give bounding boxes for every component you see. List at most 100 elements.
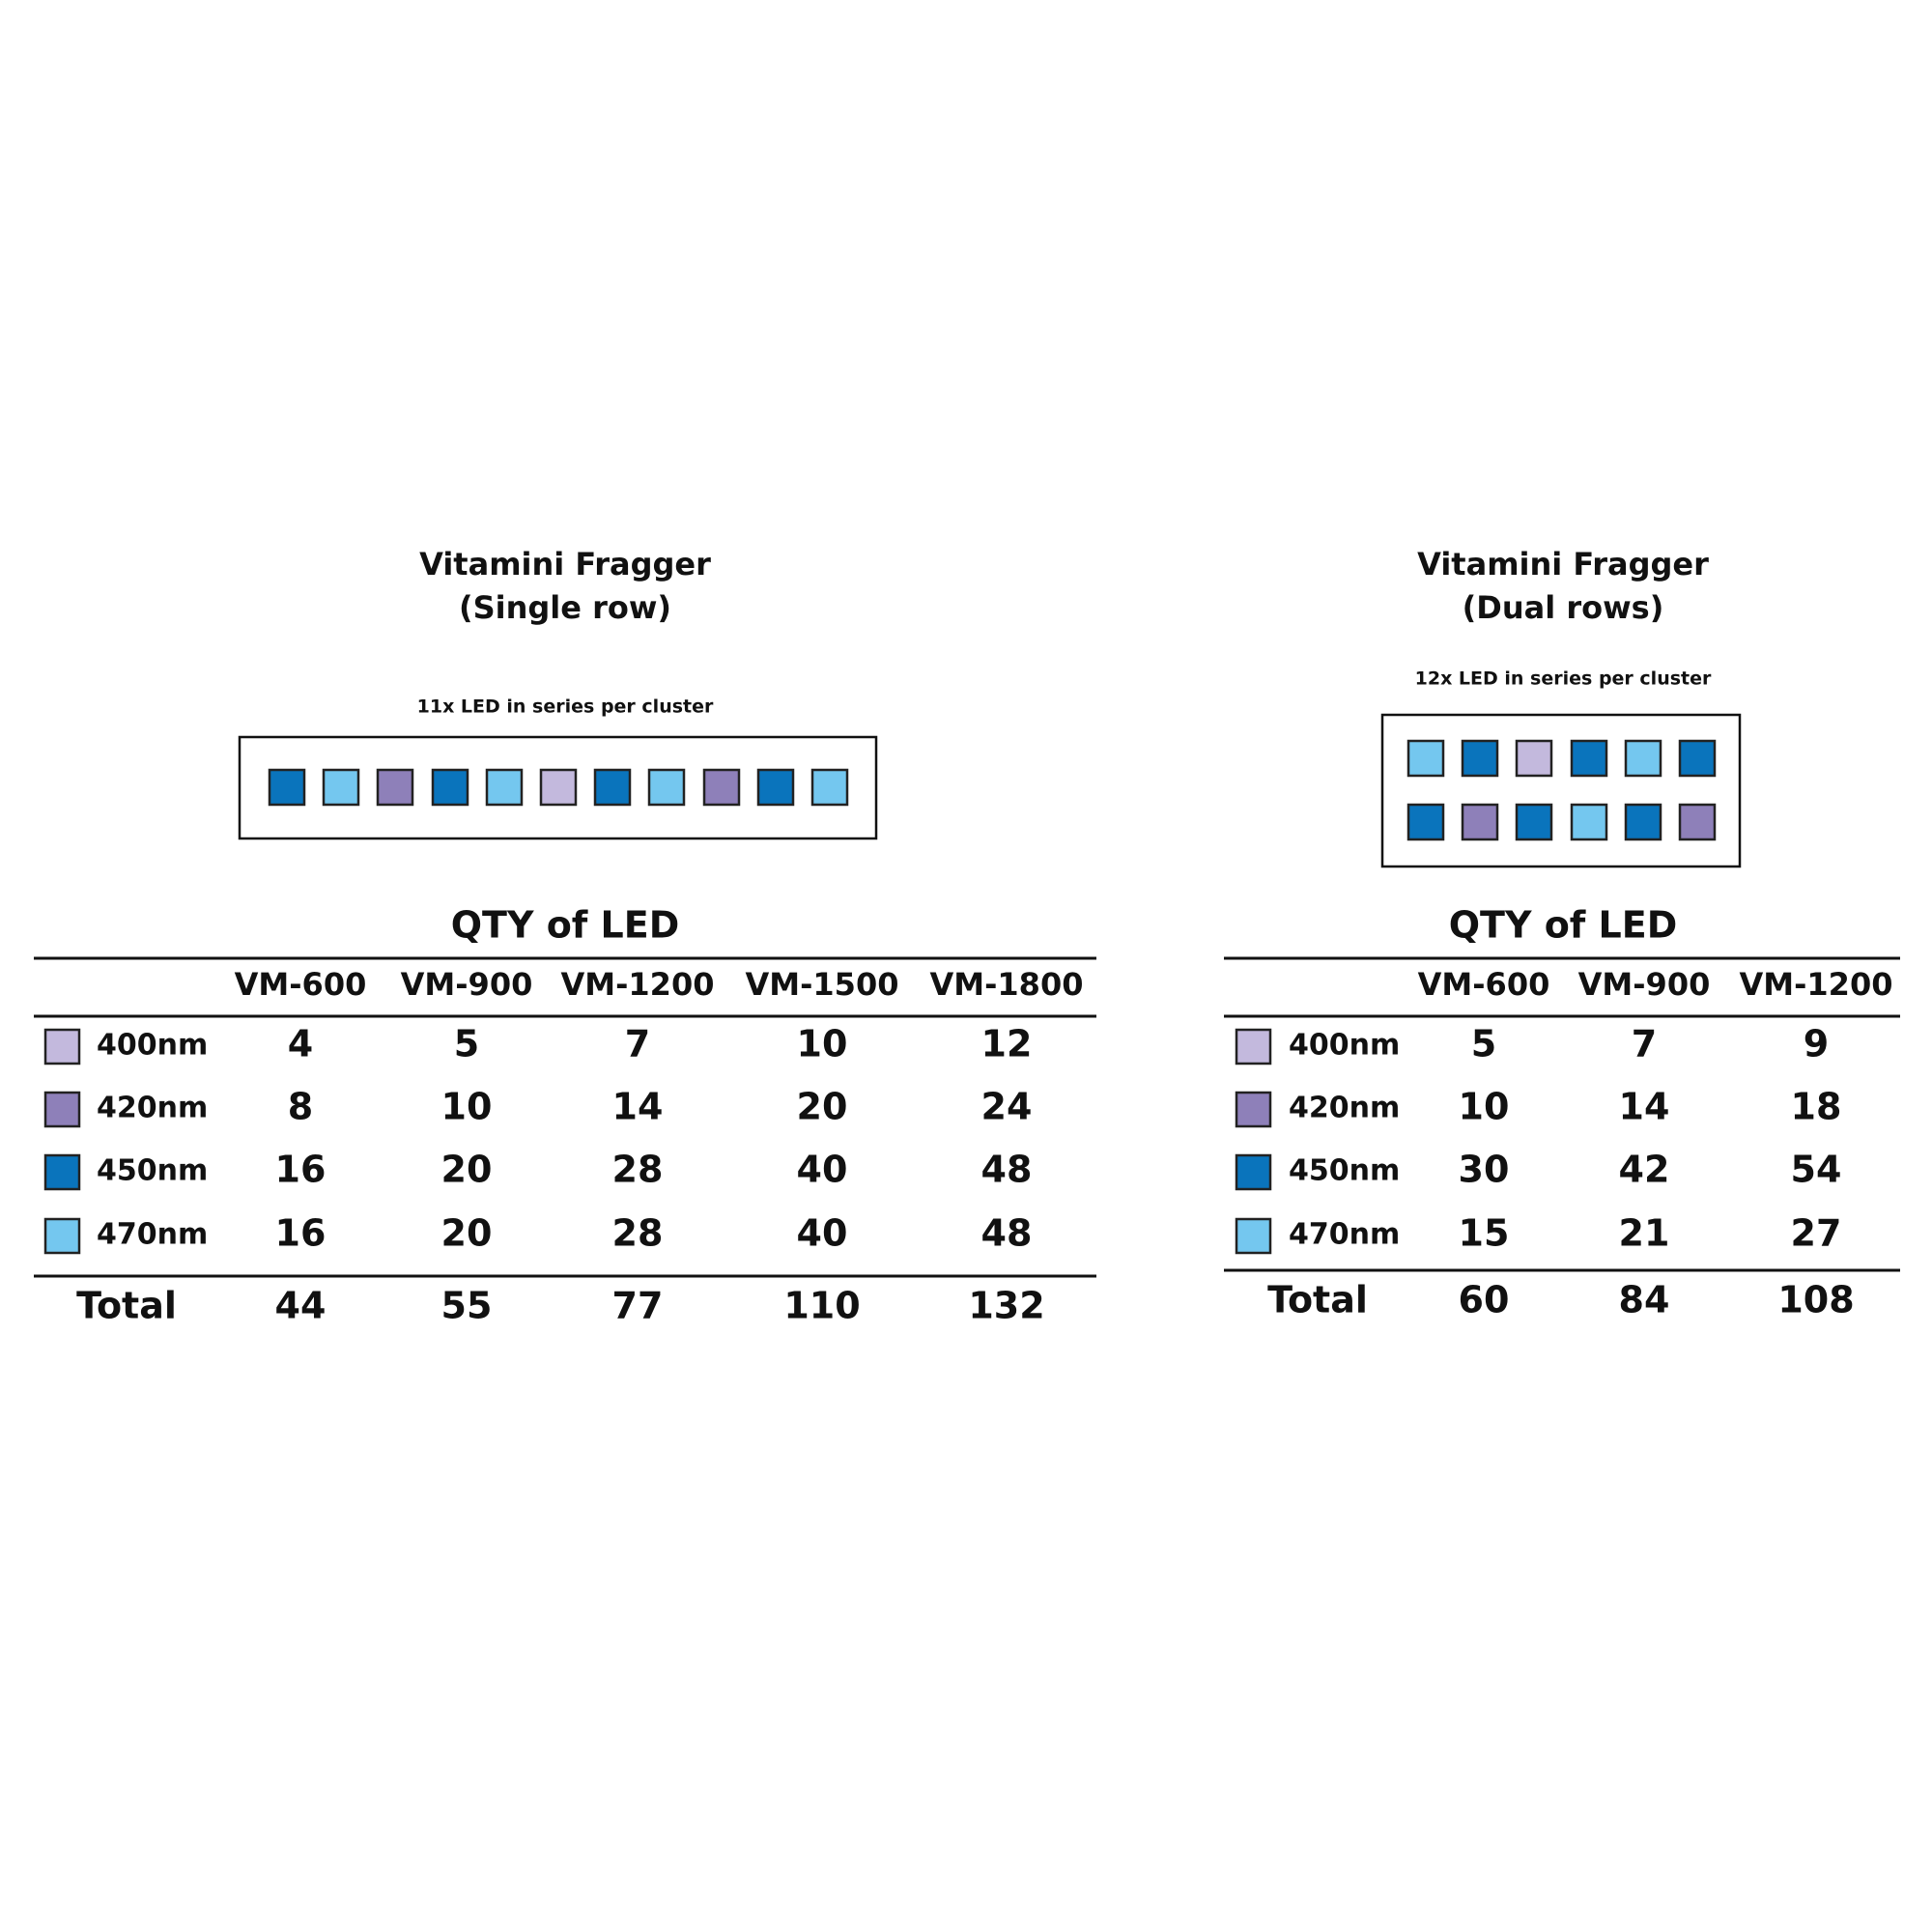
- cell-value: 40: [797, 1212, 848, 1255]
- led-caption: 12x LED in series per cluster: [1415, 668, 1712, 690]
- column-header: VM-1200: [1740, 966, 1893, 1003]
- led: [1678, 803, 1717, 841]
- wavelength-label: 400nm: [1289, 1029, 1400, 1063]
- table-title: QTY of LED: [451, 904, 680, 947]
- cell-value: 7: [1632, 1023, 1657, 1065]
- total-label: Total: [76, 1285, 177, 1327]
- led: [322, 768, 360, 807]
- wavelength-swatch: [43, 1028, 81, 1065]
- led: [1624, 739, 1662, 778]
- single-row-leds: [238, 735, 878, 840]
- cell-value: 10: [441, 1086, 493, 1128]
- cell-value: 48: [981, 1149, 1033, 1191]
- wavelength-label: 420nm: [97, 1092, 208, 1125]
- cell-value: 7: [625, 1023, 650, 1065]
- cell-value: 20: [797, 1086, 848, 1128]
- cell-value: 14: [1619, 1086, 1670, 1128]
- cell-value: 10: [1459, 1086, 1510, 1128]
- wavelength-label: 470nm: [1289, 1218, 1400, 1252]
- led-cluster-box: [1380, 713, 1742, 868]
- total-value: 77: [612, 1285, 664, 1327]
- wavelength-label: 400nm: [97, 1029, 208, 1063]
- led: [1678, 739, 1717, 778]
- cell-value: 21: [1619, 1212, 1670, 1255]
- led: [1461, 803, 1499, 841]
- column-header: VM-900: [1578, 966, 1711, 1003]
- led: [810, 768, 849, 807]
- total-value: 84: [1619, 1279, 1670, 1321]
- column-header: VM-1500: [746, 966, 899, 1003]
- led: [268, 768, 306, 807]
- total-label: Total: [1267, 1279, 1368, 1321]
- cell-value: 10: [797, 1023, 848, 1065]
- led: [376, 768, 414, 807]
- cell-value: 15: [1459, 1212, 1510, 1255]
- led-caption: 11x LED in series per cluster: [417, 696, 714, 718]
- led-cluster-box: [238, 735, 878, 840]
- led: [1406, 739, 1445, 778]
- dual-row-leds: [1380, 713, 1742, 868]
- led: [702, 768, 741, 807]
- cell-value: 54: [1791, 1149, 1842, 1191]
- cell-value: 28: [612, 1149, 664, 1191]
- led: [1515, 739, 1553, 778]
- led: [1461, 739, 1499, 778]
- led: [1406, 803, 1445, 841]
- wavelength-label: 450nm: [97, 1154, 208, 1188]
- led: [1624, 803, 1662, 841]
- wavelength-swatch: [1235, 1217, 1272, 1255]
- led: [647, 768, 686, 807]
- panel-title: (Dual rows): [1463, 589, 1664, 626]
- cell-value: 9: [1804, 1023, 1829, 1065]
- total-value: 44: [275, 1285, 327, 1327]
- wavelength-swatch: [1235, 1153, 1272, 1191]
- wavelength-swatch: [1235, 1091, 1272, 1128]
- total-value: 110: [783, 1285, 860, 1327]
- total-value: 60: [1459, 1279, 1510, 1321]
- wavelength-label: 420nm: [1289, 1092, 1400, 1125]
- panel-title: Vitamini Fragger: [419, 546, 711, 582]
- cell-value: 14: [612, 1086, 664, 1128]
- cell-value: 27: [1791, 1212, 1842, 1255]
- cell-value: 5: [1471, 1023, 1496, 1065]
- led: [1570, 803, 1608, 841]
- led: [1570, 739, 1608, 778]
- led: [539, 768, 578, 807]
- panel-title: (Single row): [459, 589, 671, 626]
- cell-value: 48: [981, 1212, 1033, 1255]
- wavelength-swatch: [1235, 1028, 1272, 1065]
- cell-value: 4: [288, 1023, 313, 1065]
- column-header: VM-1200: [561, 966, 715, 1003]
- wavelength-swatch: [43, 1153, 81, 1191]
- total-value: 108: [1777, 1279, 1854, 1321]
- column-header: VM-600: [235, 966, 367, 1003]
- led: [593, 768, 632, 807]
- led: [1515, 803, 1553, 841]
- total-value: 55: [441, 1285, 493, 1327]
- column-header: VM-900: [401, 966, 533, 1003]
- cell-value: 8: [288, 1086, 313, 1128]
- wavelength-label: 450nm: [1289, 1154, 1400, 1188]
- cell-value: 30: [1459, 1149, 1510, 1191]
- cell-value: 24: [981, 1086, 1033, 1128]
- column-header: VM-1800: [930, 966, 1084, 1003]
- cell-value: 40: [797, 1149, 848, 1191]
- cell-value: 42: [1619, 1149, 1670, 1191]
- cell-value: 20: [441, 1212, 493, 1255]
- wavelength-swatch: [43, 1217, 81, 1255]
- cell-value: 28: [612, 1212, 664, 1255]
- cell-value: 16: [275, 1149, 327, 1191]
- cell-value: 20: [441, 1149, 493, 1191]
- led: [431, 768, 469, 807]
- led: [756, 768, 795, 807]
- cell-value: 5: [454, 1023, 479, 1065]
- cell-value: 12: [981, 1023, 1033, 1065]
- cell-value: 16: [275, 1212, 327, 1255]
- panel-title: Vitamini Fragger: [1417, 546, 1709, 582]
- cell-value: 18: [1791, 1086, 1842, 1128]
- wavelength-label: 470nm: [97, 1218, 208, 1252]
- table-title: QTY of LED: [1449, 904, 1678, 947]
- wavelength-swatch: [43, 1091, 81, 1128]
- total-value: 132: [968, 1285, 1044, 1327]
